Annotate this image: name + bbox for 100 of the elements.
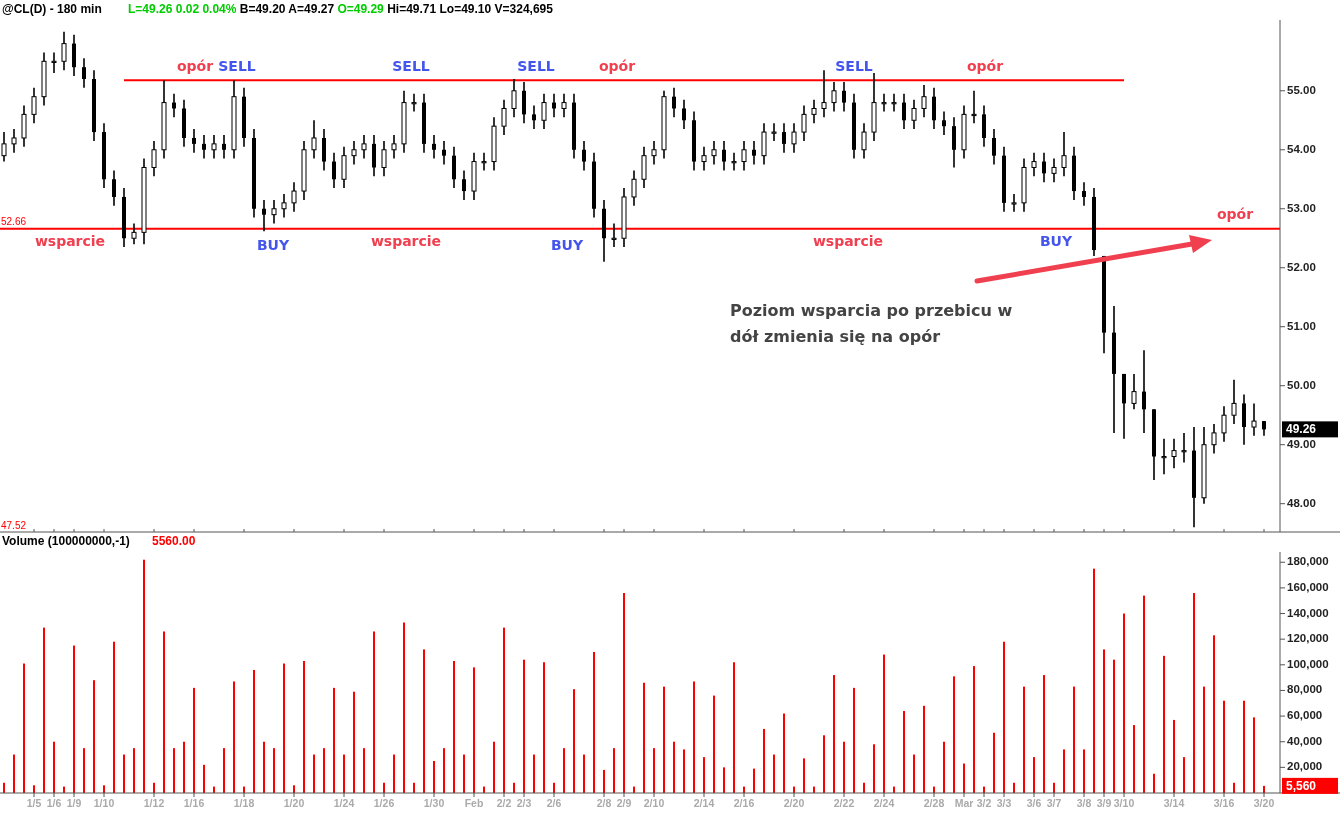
bar (263, 741, 265, 793)
y-tick-label: 180,000 (1287, 555, 1329, 568)
y-tick-label: 48.00 (1287, 496, 1316, 509)
candlestick (332, 151, 336, 189)
bar (873, 744, 875, 793)
candlestick (992, 128, 996, 166)
bar (653, 748, 655, 793)
candlestick (532, 104, 536, 130)
bar (1223, 700, 1225, 793)
bar (103, 785, 105, 793)
bar (833, 675, 835, 793)
candlestick (481, 151, 487, 172)
candlestick (341, 146, 347, 189)
candlestick (1042, 151, 1046, 184)
candlestick (541, 92, 547, 130)
bar (923, 705, 925, 793)
bar (353, 691, 355, 793)
x-tick-label: 1/9 (66, 797, 82, 809)
bar (803, 758, 805, 793)
x-tick-label: 2/2 (496, 797, 512, 809)
y-tick-label: 49.00 (1287, 437, 1316, 450)
bar (1213, 635, 1215, 793)
candlestick (511, 78, 517, 119)
bar (843, 741, 845, 793)
x-tick-label: 1/30 (423, 797, 445, 809)
candlestick (1131, 373, 1137, 411)
annotation: SELL (835, 58, 873, 74)
bar (203, 764, 205, 793)
bar (493, 741, 495, 793)
candlestick (222, 134, 226, 160)
x-tick-label: 2/9 (616, 797, 632, 809)
bar (83, 748, 85, 793)
y-tick-label: 80,000 (1287, 683, 1323, 696)
bar (623, 593, 625, 793)
annotation: wsparcie (812, 233, 884, 249)
x-tick-label: 1/10 (93, 797, 115, 809)
bar (1033, 757, 1035, 793)
candlestick (1221, 405, 1227, 443)
bar (363, 748, 365, 793)
bar (463, 754, 465, 793)
bar (583, 754, 585, 793)
bar (43, 627, 45, 793)
bar (123, 754, 125, 793)
x-tick-label: 2/14 (693, 797, 715, 809)
bar (443, 748, 445, 793)
ref-line-label: 52.66 (1, 215, 27, 227)
candlestick (1171, 438, 1177, 470)
bar (253, 669, 255, 793)
bar (723, 767, 725, 793)
annotation: BUY (256, 237, 290, 253)
bar (673, 741, 675, 793)
bar (1003, 641, 1005, 793)
bar (543, 662, 545, 793)
candlestick (411, 92, 417, 113)
bar (693, 681, 695, 793)
bar (1093, 568, 1095, 793)
bar (853, 687, 855, 793)
x-tick-label: 3/9 (1096, 797, 1112, 809)
y-tick-label: 120,000 (1287, 632, 1329, 645)
candlestick (741, 140, 747, 172)
candlestick (391, 134, 397, 160)
bar (563, 748, 565, 793)
candlestick (442, 140, 446, 166)
y-tick-label: 52.00 (1287, 260, 1316, 273)
candlestick (1211, 423, 1217, 455)
bar (143, 559, 145, 793)
text: L=49.26 0.02 0.04% B=49.20 A=49.27 O=49.29 Hi=49.71 Lo=49.10 V=324,695 (128, 2, 553, 16)
bar (1173, 719, 1175, 793)
candlestick (211, 134, 217, 160)
bar (193, 687, 195, 793)
candlestick (731, 151, 737, 172)
x-tick-label: 3/20 (1253, 797, 1275, 809)
bar (603, 769, 605, 793)
bar (823, 735, 825, 793)
annotation: BUY (550, 237, 584, 253)
candlestick (641, 146, 647, 189)
x-tick-label: 3/2 (976, 797, 992, 809)
bar (1143, 595, 1145, 793)
x-tick-label: 3/8 (1076, 797, 1092, 809)
candlestick (811, 98, 817, 125)
candlestick (771, 122, 777, 142)
candlestick (1031, 151, 1037, 178)
bar (93, 680, 95, 793)
candlestick (61, 31, 67, 71)
candlestick (651, 140, 657, 166)
y-tick-label: 51.00 (1287, 319, 1316, 332)
x-tick-label: 1/6 (46, 797, 62, 809)
candlestick (971, 89, 977, 125)
bar (643, 682, 645, 793)
bar (1083, 749, 1085, 793)
bar (73, 645, 75, 793)
candlestick (682, 98, 686, 130)
candlestick (522, 81, 526, 125)
x-tick-label: 3/10 (1113, 797, 1135, 809)
bar (323, 748, 325, 793)
candlestick (501, 98, 507, 136)
candlestick (1082, 181, 1086, 207)
x-tick-label: 1/18 (233, 797, 255, 809)
x-tick-label: 3/3 (996, 797, 1012, 809)
x-tick-label: 3/14 (1163, 797, 1185, 809)
